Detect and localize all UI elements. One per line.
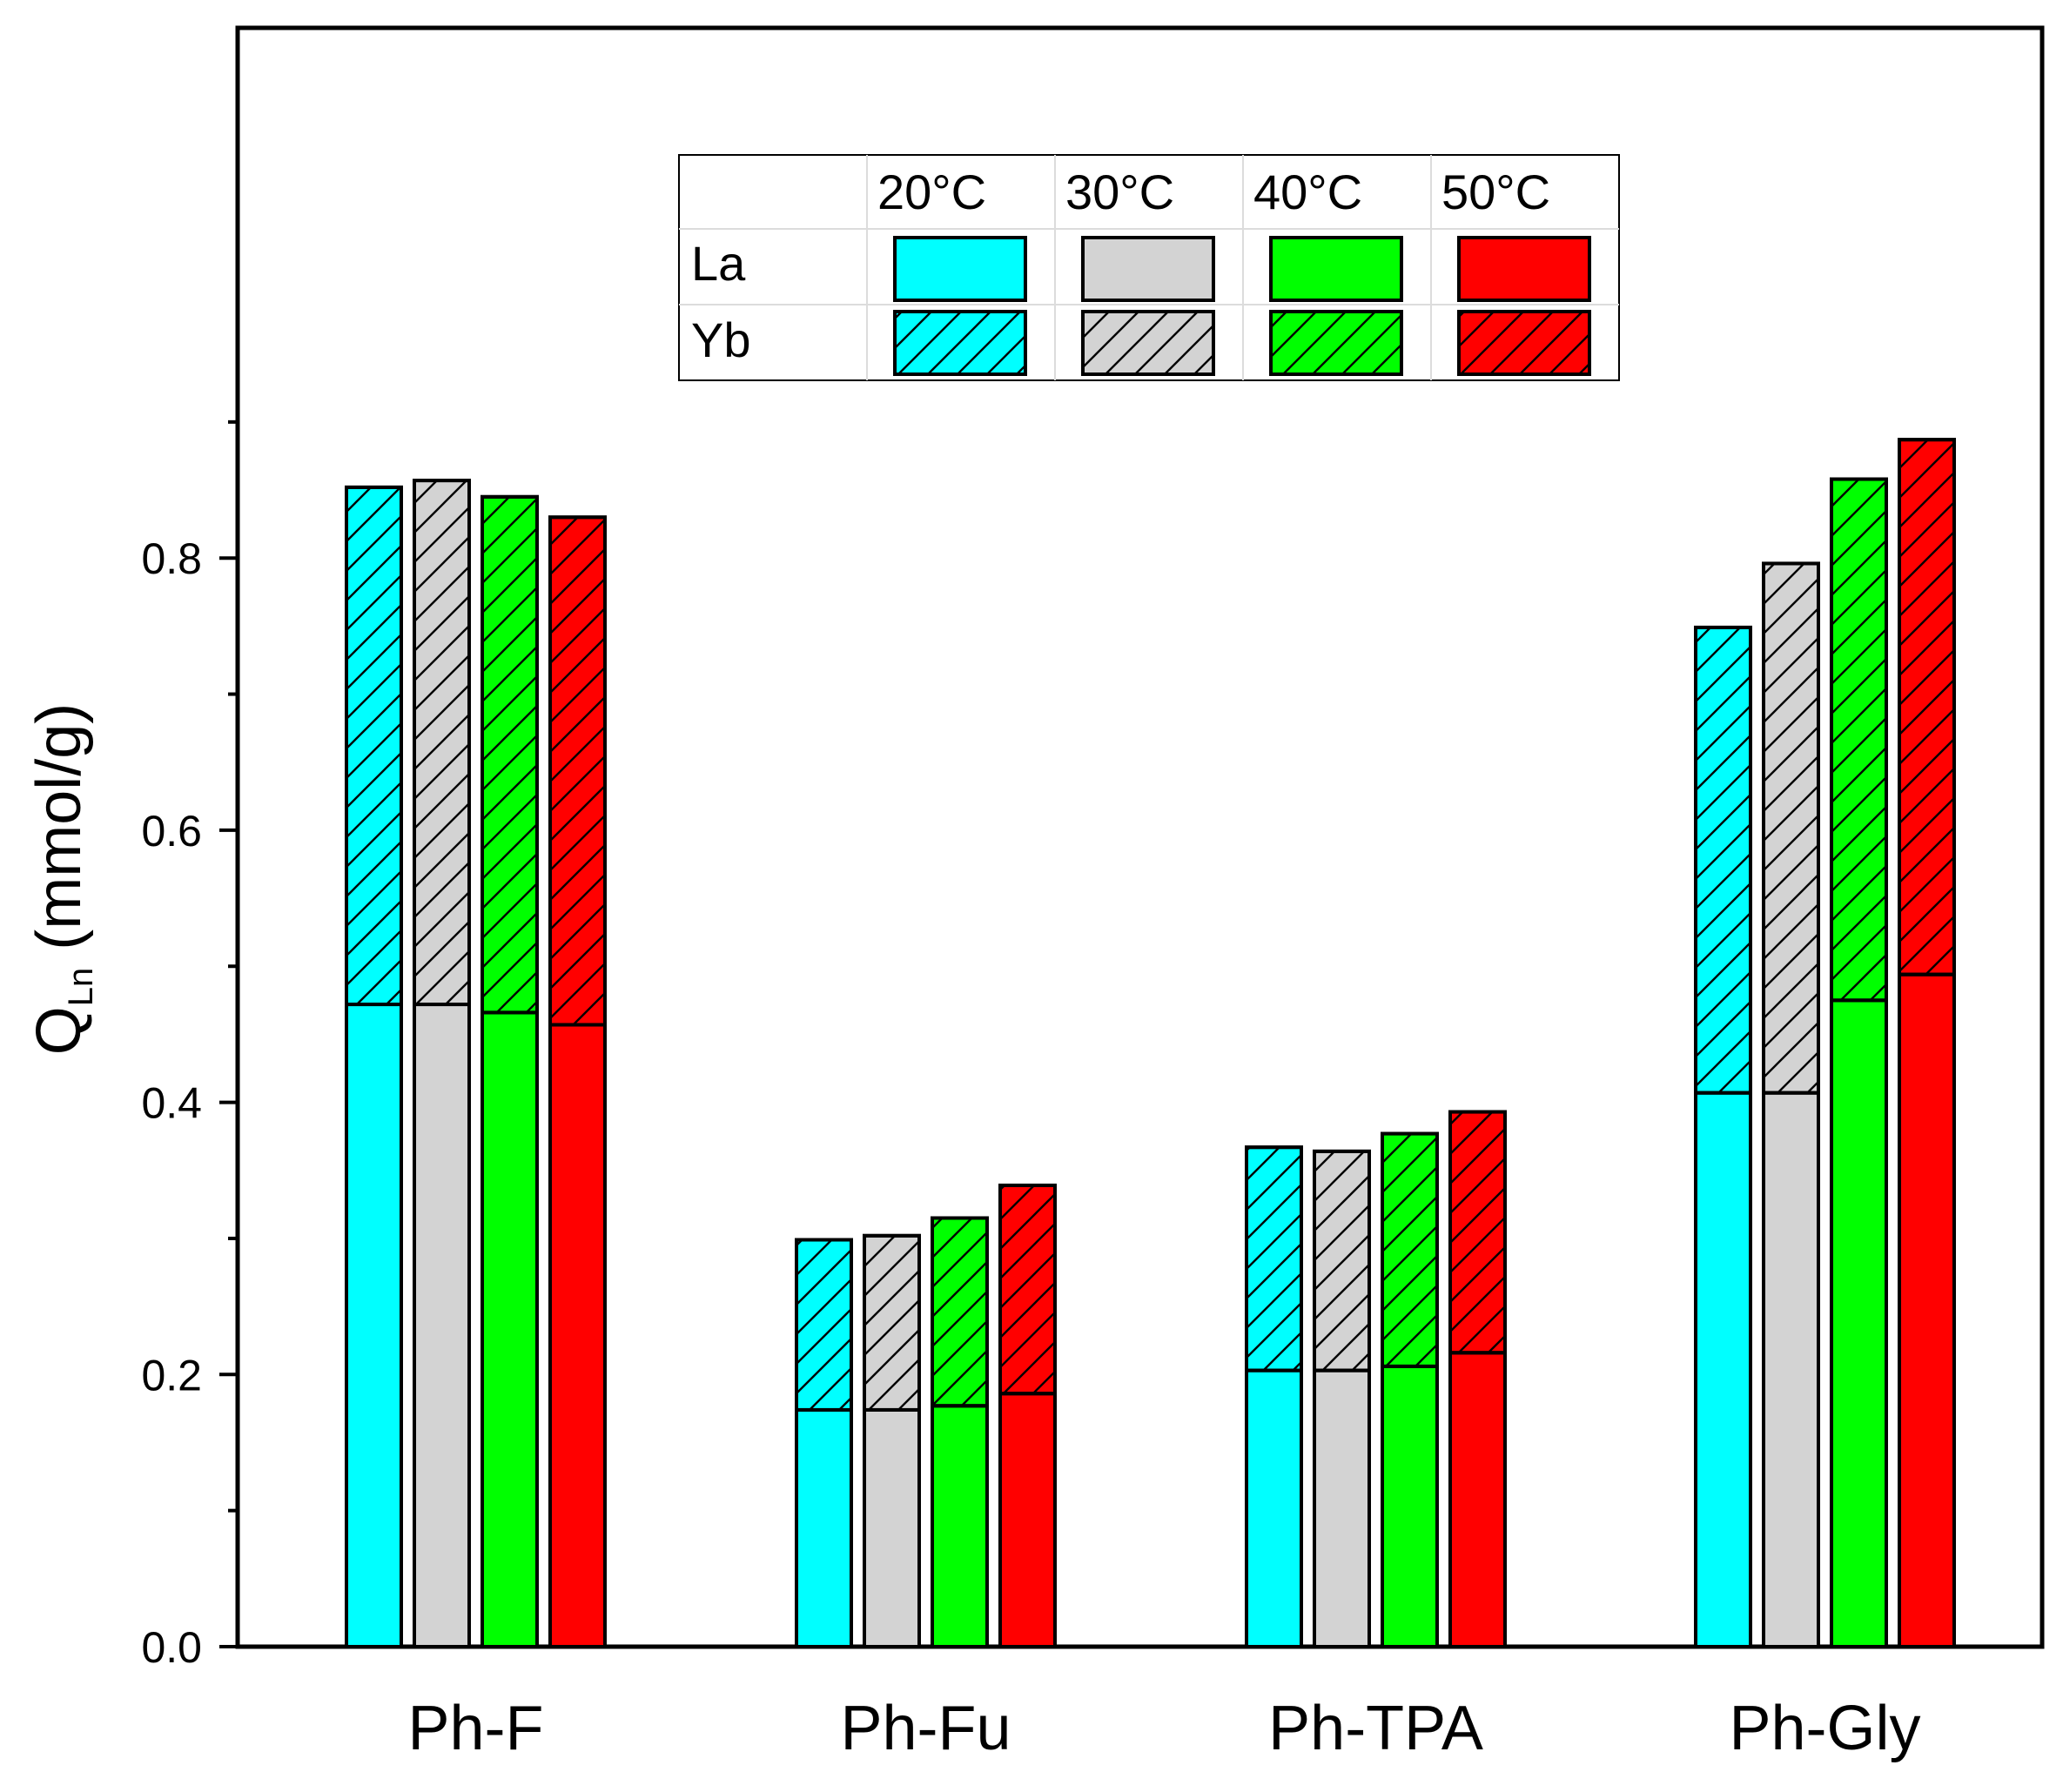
bar-yb-hatch xyxy=(548,515,607,1027)
category-labels: Ph-F Ph-Fu Ph-TPA Ph-Gly xyxy=(407,1694,1920,1763)
legend-element-label: La xyxy=(691,236,746,291)
x-category-label: Ph-F xyxy=(407,1694,543,1763)
bar-yb-hatch xyxy=(1898,438,1956,977)
legend-temperature-label: 50°C xyxy=(1441,164,1550,219)
x-category-label: Ph-Fu xyxy=(840,1694,1011,1763)
bar-la xyxy=(413,1003,471,1648)
bar-la xyxy=(1694,1091,1752,1648)
legend-element-label: Yb xyxy=(691,312,751,367)
bar-yb-hatch xyxy=(795,1238,853,1412)
y-axis: 0.0 0.2 0.4 0.6 0.8 xyxy=(141,419,238,1672)
bar-la xyxy=(1762,1091,1820,1648)
y-tick-label: 0.8 xyxy=(141,534,202,583)
legend-temperature-label: 30°C xyxy=(1065,164,1174,219)
bar-la xyxy=(1313,1368,1371,1648)
legend-swatch-yb-hatch xyxy=(1457,310,1591,376)
legend-temperature-label: 40°C xyxy=(1253,164,1362,219)
legend-swatch-la xyxy=(893,236,1027,302)
bar-yb-hatch xyxy=(863,1233,921,1412)
bar-la xyxy=(480,1010,539,1649)
legend-temperature-label: 20°C xyxy=(877,164,986,219)
bar-yb-hatch xyxy=(931,1216,989,1408)
bar-la xyxy=(863,1407,921,1649)
legend-swatch-yb-hatch xyxy=(1081,310,1215,376)
y-tick-label: 0.0 xyxy=(141,1623,202,1672)
bar-yb-hatch xyxy=(1313,1149,1371,1373)
legend-swatch-la xyxy=(1457,236,1591,302)
bar-la xyxy=(548,1023,607,1648)
x-category-label: Ph-Gly xyxy=(1729,1694,1920,1763)
legend-swatch-yb-hatch xyxy=(1269,310,1403,376)
bar-la xyxy=(1898,972,1956,1648)
bar-yb-hatch xyxy=(1762,561,1820,1095)
bar-yb-hatch xyxy=(345,485,403,1007)
bar-yb-hatch xyxy=(1830,477,1888,1003)
plot-frame xyxy=(235,25,2045,1649)
bar-yb-hatch xyxy=(1381,1131,1439,1368)
bar-yb-hatch xyxy=(480,494,539,1015)
bar-yb-hatch xyxy=(1245,1145,1303,1373)
legend: 20°C 30°C 40°C 50°C La Yb xyxy=(678,154,1620,381)
bar-la xyxy=(795,1407,853,1649)
bar-la xyxy=(345,1003,403,1648)
y-axis-title-subscript: Ln xyxy=(62,968,100,1007)
legend-swatch-yb-hatch xyxy=(893,310,1027,376)
x-category-label: Ph-TPA xyxy=(1268,1694,1483,1763)
bar-yb-hatch xyxy=(998,1183,1057,1396)
y-tick-label: 0.4 xyxy=(141,1079,202,1128)
bar-la xyxy=(1245,1368,1303,1648)
bar-yb-hatch xyxy=(413,479,471,1007)
legend-swatch-la xyxy=(1081,236,1215,302)
bars xyxy=(345,438,1956,1649)
y-axis-title: QLn (mmol/g) xyxy=(24,703,100,1056)
bar-yb-hatch xyxy=(1448,1110,1507,1355)
bar-la xyxy=(1830,998,1888,1648)
y-tick-label: 0.2 xyxy=(141,1351,202,1399)
bar-la xyxy=(998,1392,1057,1648)
bar-yb-hatch xyxy=(1694,625,1752,1095)
legend-swatch-la xyxy=(1269,236,1403,302)
bar-la xyxy=(1381,1364,1439,1648)
y-tick-label: 0.6 xyxy=(141,807,202,856)
bar-la xyxy=(1448,1351,1507,1649)
bar-la xyxy=(931,1404,989,1648)
